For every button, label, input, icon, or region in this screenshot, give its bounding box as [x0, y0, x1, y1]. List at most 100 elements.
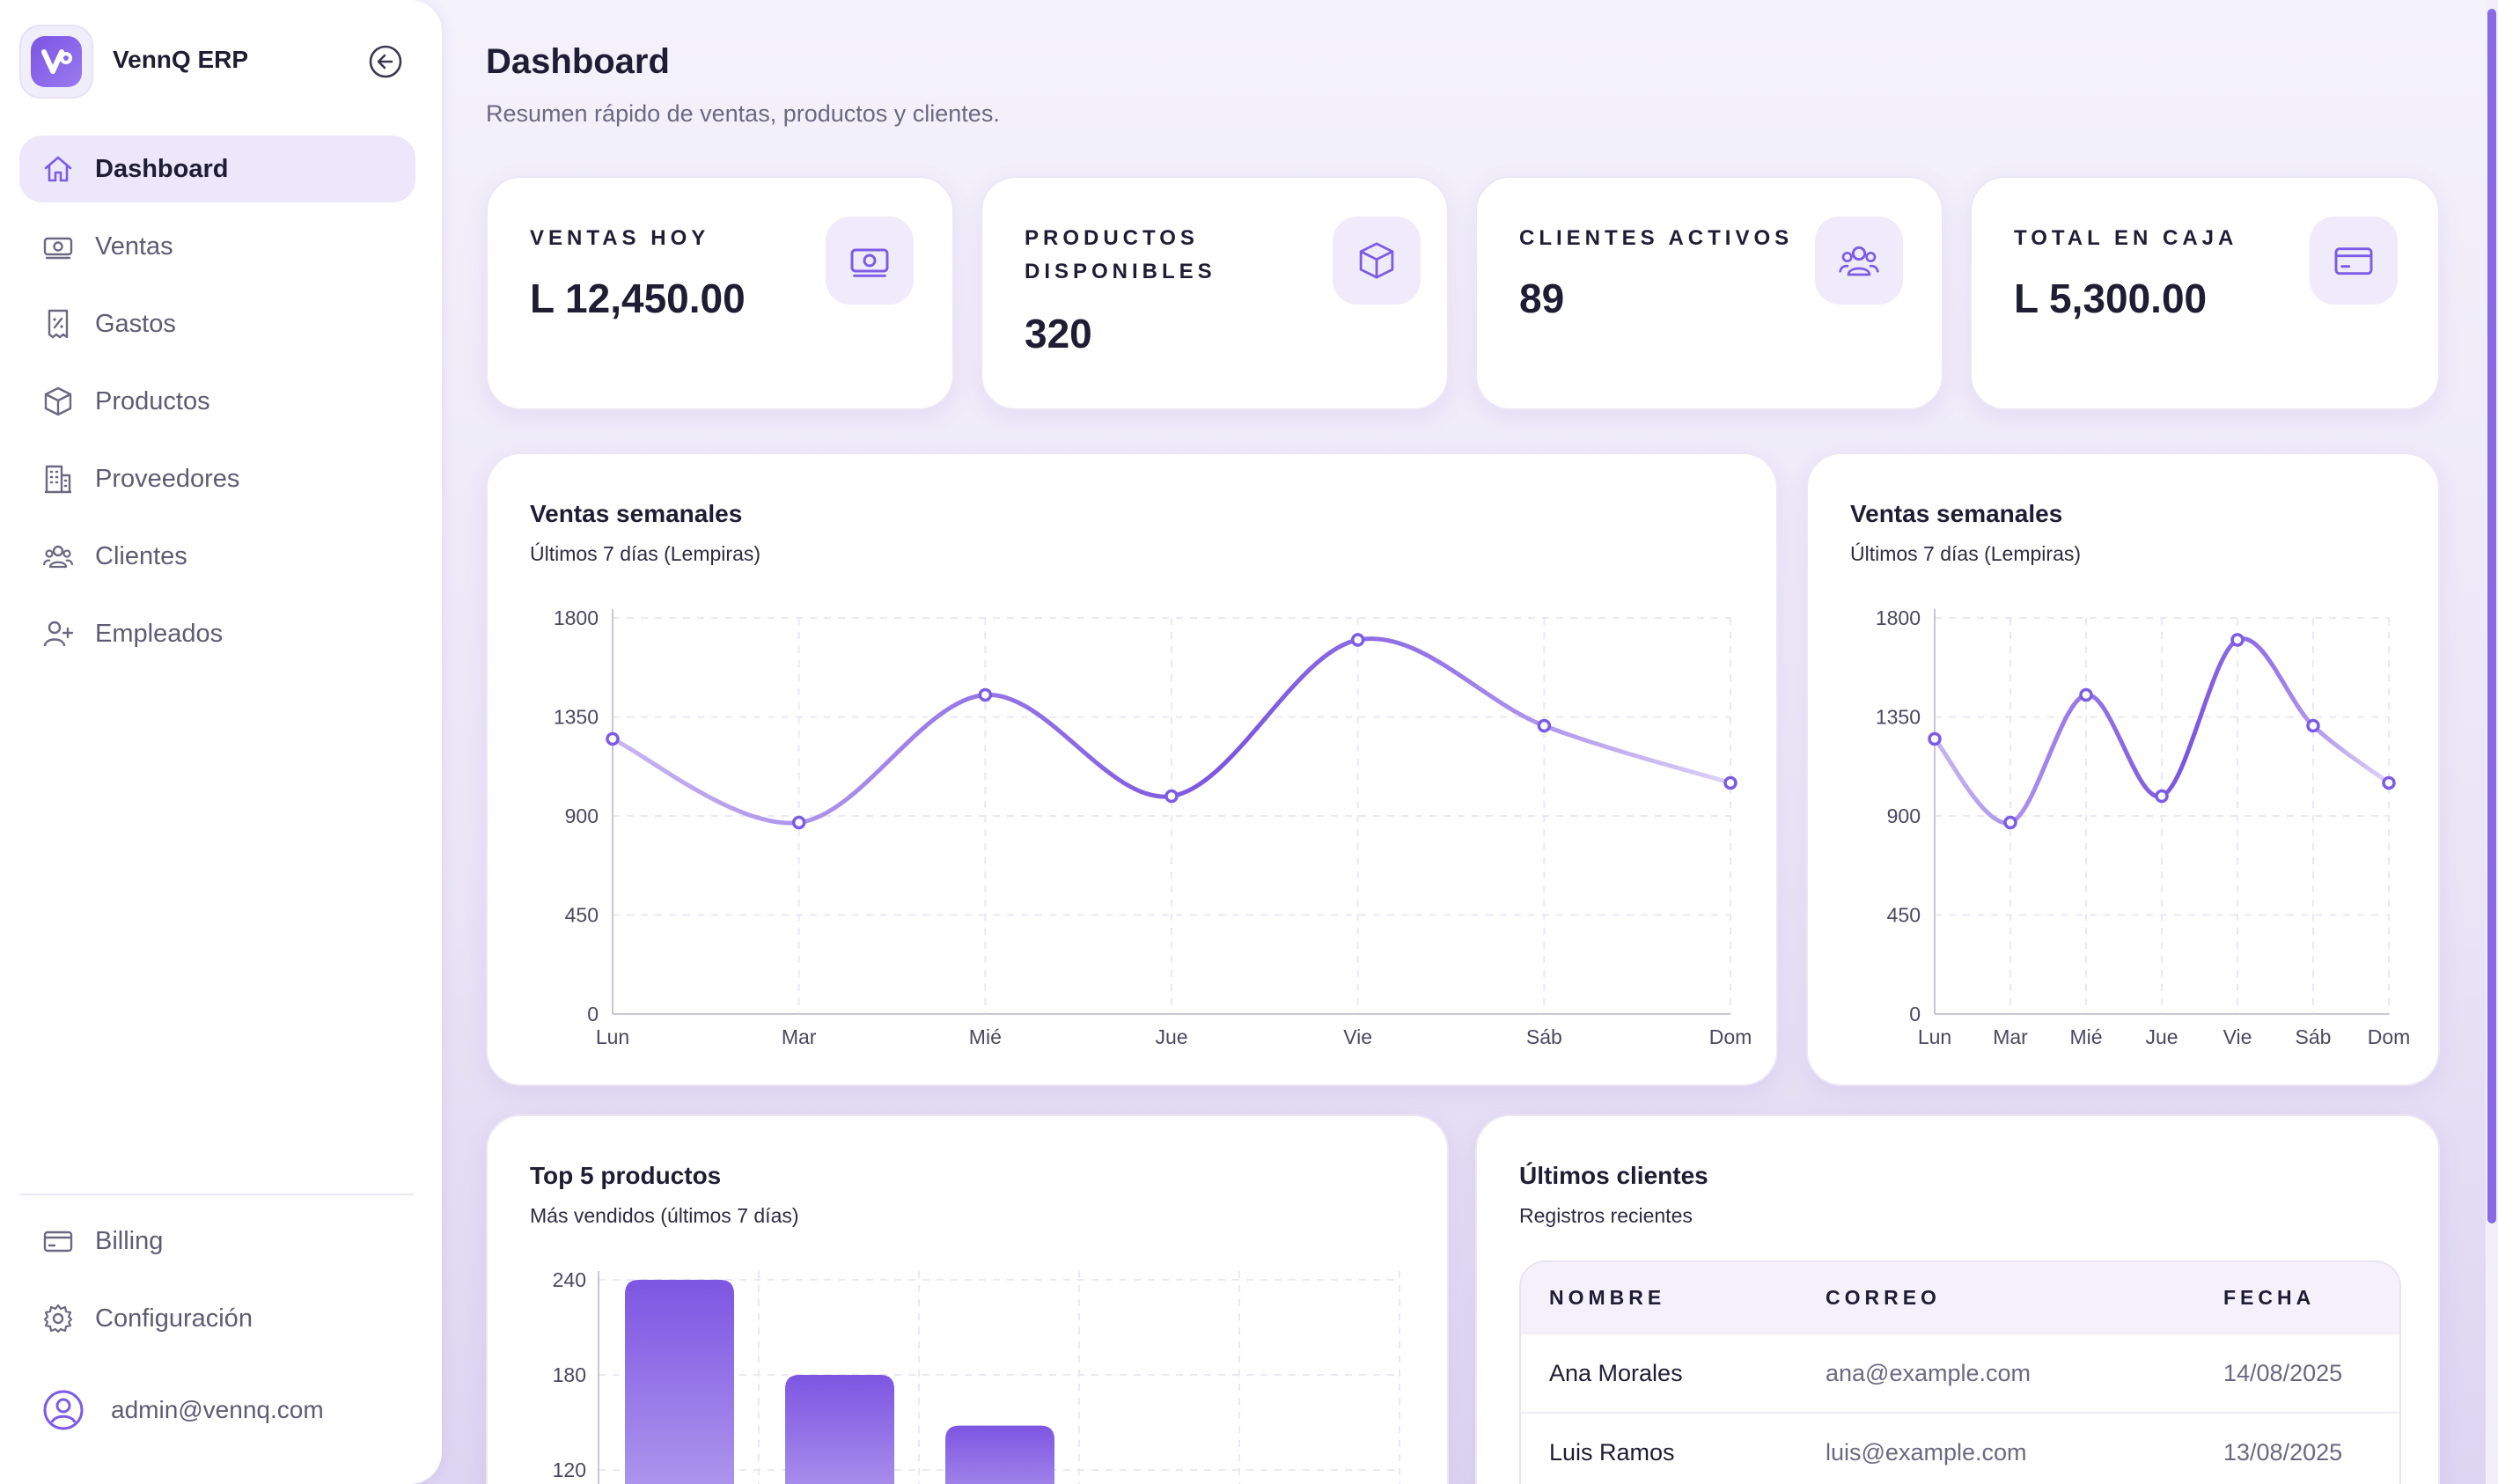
client-email: luis@example.com: [1826, 1438, 2027, 1466]
client-date: 13/08/2025: [2223, 1438, 2343, 1466]
sidebar-item-label: Gastos: [95, 309, 176, 338]
stat-value: 320: [1025, 311, 1092, 356]
data-point: [2230, 633, 2245, 647]
clients-table: NOMBRE CORREO FECHA Ana Morales ana@exam…: [1519, 1260, 2401, 1484]
sidebar-item-ventas[interactable]: Ventas: [19, 213, 415, 280]
card-subtitle: Más vendidos (últimos 7 días): [530, 1204, 799, 1227]
y-tick-label: 1800: [554, 606, 599, 629]
stat-label: CLIENTES ACTIVOS: [1519, 226, 1794, 250]
x-tick-label: Mar: [782, 1025, 817, 1048]
sidebar-item-configuracion[interactable]: Configuración: [19, 1285, 415, 1352]
data-point: [2382, 775, 2396, 790]
box-icon: [1333, 217, 1421, 305]
sidebar-item-label: Productos: [95, 386, 210, 415]
data-point: [2306, 718, 2320, 733]
sidebar: VennQ ERP Dashboard Ventas: [0, 0, 442, 1484]
user-plus-icon: [42, 618, 74, 650]
sidebar-item-label: Configuración: [95, 1304, 253, 1333]
sidebar-item-empleados[interactable]: Empleados: [19, 600, 415, 667]
brand-name: VennQ ERP: [113, 46, 249, 73]
banknote-icon: [42, 231, 74, 262]
sidebar-item-billing[interactable]: Billing: [19, 1208, 415, 1275]
column-header-fecha[interactable]: FECHA: [2223, 1285, 2316, 1309]
scrollbar-thumb[interactable]: [2487, 9, 2496, 1223]
y-tick-label: 900: [565, 804, 599, 827]
page-title: Dashboard: [486, 42, 670, 81]
table-row[interactable]: Ana Morales ana@example.com 14/08/2025: [1521, 1333, 2399, 1412]
page-scrollbar[interactable]: [2486, 0, 2498, 1484]
sidebar-item-label: Empleados: [95, 619, 224, 648]
x-tick-label: Lun: [596, 1025, 629, 1048]
data-point: [1165, 789, 1179, 804]
x-tick-label: Dom: [1709, 1025, 1752, 1048]
y-tick-label: 120: [553, 1458, 586, 1481]
y-tick-label: 180: [553, 1363, 586, 1386]
x-tick-label: Vie: [1343, 1025, 1372, 1048]
y-tick-label: 0: [587, 1003, 599, 1025]
stat-value: L 12,450.00: [530, 275, 746, 321]
bar: [625, 1280, 734, 1484]
data-point: [1350, 633, 1365, 647]
user-account[interactable]: admin@vennq.com: [42, 1385, 324, 1435]
sales-chart-card-small: Ventas semanales Últimos 7 días (Lempira…: [1806, 452, 2440, 1086]
y-tick-label: 450: [1887, 904, 1921, 927]
collapse-sidebar-button[interactable]: [366, 42, 405, 81]
column-header-correo[interactable]: CORREO: [1826, 1285, 1941, 1309]
stat-value: 89: [1519, 275, 1565, 321]
x-tick-label: Jue: [1155, 1025, 1187, 1048]
client-email: ana@example.com: [1826, 1359, 2031, 1386]
x-tick-label: Mié: [969, 1025, 1002, 1048]
stat-card-productos-disponibles: PRODUCTOS DISPONIBLES 320: [981, 176, 1449, 410]
data-point: [791, 815, 806, 830]
sidebar-item-gastos[interactable]: Gastos: [19, 290, 415, 357]
x-tick-label: Vie: [2223, 1025, 2252, 1048]
y-tick-label: 1800: [1876, 606, 1921, 629]
card-title: Ventas semanales: [1850, 500, 2063, 527]
receipt-icon: [42, 308, 74, 340]
data-point: [2155, 789, 2169, 804]
data-point: [1537, 718, 1552, 733]
table-header: NOMBRE CORREO FECHA: [1521, 1262, 2399, 1333]
user-circle-icon: [43, 1390, 84, 1430]
y-tick-label: 450: [565, 904, 599, 927]
column-header-nombre[interactable]: NOMBRE: [1549, 1285, 1666, 1309]
stat-label: TOTAL EN CAJA: [2014, 226, 2238, 250]
x-tick-label: Jue: [2145, 1025, 2178, 1048]
latest-clients-card: Últimos clientes Registros recientes NOM…: [1475, 1114, 2440, 1484]
card-subtitle: Últimos 7 días (Lempiras): [530, 542, 761, 565]
stat-label: PRODUCTOS DISPONIBLES: [1025, 222, 1216, 289]
card-subtitle: Registros recientes: [1519, 1204, 1693, 1227]
sidebar-item-label: Dashboard: [95, 154, 229, 183]
home-icon: [42, 153, 74, 185]
y-tick-label: 1350: [1876, 706, 1921, 729]
card-title: Top 5 productos: [530, 1162, 722, 1189]
sidebar-item-label: Billing: [95, 1226, 164, 1255]
credit-card-icon: [42, 1225, 74, 1257]
x-tick-label: Mié: [2069, 1025, 2102, 1048]
sidebar-item-productos[interactable]: Productos: [19, 368, 415, 435]
client-name: Luis Ramos: [1549, 1438, 1675, 1466]
stat-card-total-en-caja: TOTAL EN CAJA L 5,300.00: [1970, 176, 2440, 410]
stat-label: VENTAS HOY: [530, 226, 710, 250]
card-subtitle: Últimos 7 días (Lempiras): [1850, 542, 2082, 565]
page-subtitle: Resumen rápido de ventas, productos y cl…: [486, 100, 1000, 127]
bar: [945, 1425, 1054, 1484]
y-tick-label: 240: [553, 1268, 586, 1291]
sidebar-item-clientes[interactable]: Clientes: [19, 523, 415, 590]
stat-card-clientes-activos: CLIENTES ACTIVOS 89: [1475, 176, 1943, 410]
client-date: 14/08/2025: [2223, 1359, 2343, 1386]
data-point: [1723, 775, 1738, 790]
x-tick-label: Sáb: [2296, 1025, 2332, 1048]
table-row[interactable]: Luis Ramos luis@example.com 13/08/2025: [1521, 1412, 2399, 1484]
sidebar-item-dashboard[interactable]: Dashboard: [19, 136, 415, 202]
brand-logo[interactable]: [19, 25, 93, 99]
sidebar-nav: Dashboard Ventas Gastos Productos: [19, 136, 415, 678]
top-products-card: Top 5 productos Más vendidos (últimos 7 …: [486, 1114, 1449, 1484]
sidebar-divider: [19, 1194, 414, 1195]
user-email: admin@vennq.com: [111, 1396, 324, 1423]
data-point: [978, 687, 993, 702]
stat-card-ventas-hoy: VENTAS HOY L 12,450.00: [486, 176, 954, 410]
sidebar-item-label: Ventas: [95, 231, 173, 261]
sidebar-item-proveedores[interactable]: Proveedores: [19, 445, 415, 512]
